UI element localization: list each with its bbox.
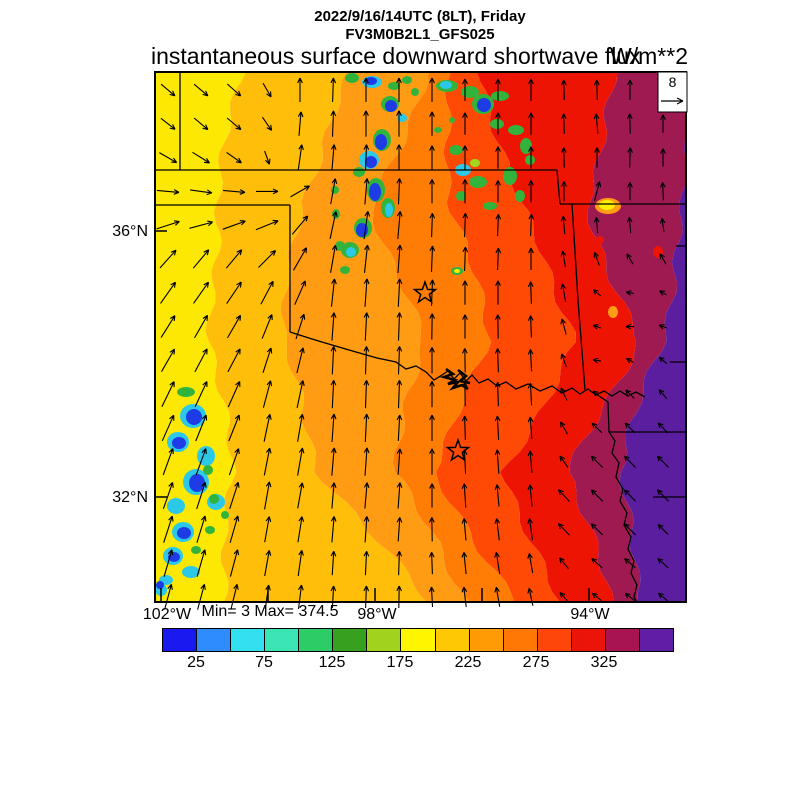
reference-vector-value: 8 xyxy=(668,74,677,90)
colorbar-label: 175 xyxy=(386,654,414,671)
city-star xyxy=(412,279,438,304)
colorbar-cell xyxy=(163,629,198,651)
cloud-blobs xyxy=(155,73,663,596)
colorbar-label: 75 xyxy=(255,654,273,671)
map-frame xyxy=(154,71,687,603)
colorbar-cell xyxy=(605,629,640,651)
colorbar-cell xyxy=(265,629,300,651)
ref-arrow-icon xyxy=(661,97,684,105)
minmax-stats: Min= 3 Max= 374.5 xyxy=(201,603,339,620)
colorbar-label: 325 xyxy=(590,654,618,671)
lon-label-102w: 102°W xyxy=(142,606,192,623)
colorbar-cell xyxy=(503,629,538,651)
colorbar-cell xyxy=(571,629,606,651)
colorbar-label: 125 xyxy=(318,654,346,671)
colorbar-label: 25 xyxy=(187,654,205,671)
lat-label-36n: 36°N xyxy=(112,223,148,240)
city-star xyxy=(445,437,471,462)
page-title: instantaneous surface downward shortwave… xyxy=(151,43,641,69)
flux-field xyxy=(155,72,686,602)
units-label: W/m**2 xyxy=(610,43,688,69)
colorbar-cell xyxy=(537,629,572,651)
colorbar-cell xyxy=(231,629,266,651)
colorbar-cell xyxy=(197,629,232,651)
state-borders xyxy=(155,72,686,602)
colorbar-cell xyxy=(401,629,436,651)
colorbar-label: 275 xyxy=(522,654,550,671)
lon-label-98w: 98°W xyxy=(357,606,397,623)
colorbar-cell xyxy=(299,629,334,651)
colorbar-cell xyxy=(367,629,402,651)
ref-vector-box xyxy=(657,71,688,113)
colorbar-cell xyxy=(435,629,470,651)
wind-arrows xyxy=(156,77,670,610)
lon-label-94w: 94°W xyxy=(570,606,610,623)
datetime-header: 2022/9/16/14UTC (8LT), Friday xyxy=(314,8,526,25)
colorbar-cell xyxy=(639,629,673,651)
colorbar xyxy=(162,628,674,652)
colorbar-label: 225 xyxy=(454,654,482,671)
colorbar-cell xyxy=(469,629,504,651)
colorbar-cell xyxy=(333,629,368,651)
model-name-header: FV3M0B2L1_GFS025 xyxy=(345,26,495,43)
lat-label-32n: 32°N xyxy=(112,489,148,506)
